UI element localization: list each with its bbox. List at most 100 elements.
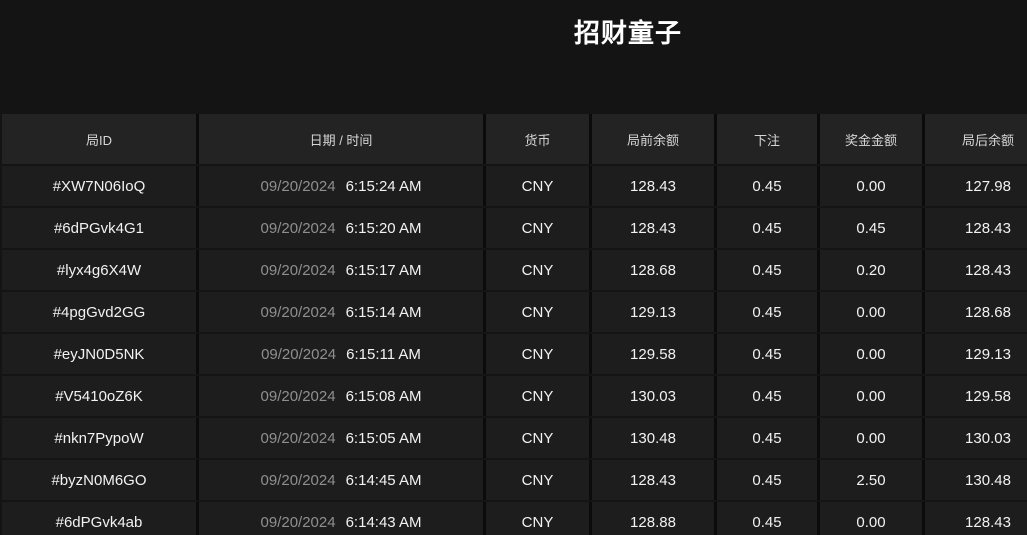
currency-cell: CNY <box>486 502 589 535</box>
column-header-bet: 下注 <box>717 114 817 164</box>
currency-cell: CNY <box>486 418 589 458</box>
balance-before-cell: 129.58 <box>592 334 714 374</box>
date-text: 09/20/2024 <box>260 219 336 237</box>
balance-after-cell: 128.43 <box>925 250 1027 290</box>
table-row[interactable]: #nkn7PypoW 09/20/2024 6:15:05 AM CNY 130… <box>2 418 1027 458</box>
prize-cell: 2.50 <box>820 460 922 500</box>
time-text: 6:15:08 AM <box>345 387 422 405</box>
date-text: 09/20/2024 <box>260 303 336 321</box>
table-row[interactable]: #6dPGvk4ab 09/20/2024 6:14:43 AM CNY 128… <box>2 502 1027 535</box>
round-id-cell: #nkn7PypoW <box>2 418 196 458</box>
prize-cell: 0.00 <box>820 502 922 535</box>
page-title: 招财童子 <box>573 18 683 48</box>
currency-cell: CNY <box>486 334 589 374</box>
prize-cell: 0.00 <box>820 376 922 416</box>
round-id-cell: #6dPGvk4G1 <box>2 208 196 248</box>
time-text: 6:15:11 AM <box>346 345 421 363</box>
datetime-cell: 09/20/2024 6:15:08 AM <box>199 376 483 416</box>
round-id-cell: #byzN0M6GO <box>2 460 196 500</box>
currency-cell: CNY <box>486 250 589 290</box>
bet-cell: 0.45 <box>717 292 817 332</box>
datetime-cell: 09/20/2024 6:15:17 AM <box>199 250 483 290</box>
currency-cell: CNY <box>486 208 589 248</box>
column-header-round-id: 局ID <box>2 114 196 164</box>
datetime-cell: 09/20/2024 6:15:24 AM <box>199 166 483 206</box>
balance-after-cell: 129.13 <box>925 334 1027 374</box>
balance-after-cell: 128.43 <box>925 208 1027 248</box>
currency-cell: CNY <box>486 292 589 332</box>
time-text: 6:15:05 AM <box>345 429 422 447</box>
round-id-cell: #lyx4g6X4W <box>2 250 196 290</box>
round-id-cell: #4pgGvd2GG <box>2 292 196 332</box>
prize-cell: 0.00 <box>820 334 922 374</box>
balance-after-cell: 127.98 <box>925 166 1027 206</box>
bet-cell: 0.45 <box>717 334 817 374</box>
bet-cell: 0.45 <box>717 502 817 535</box>
bet-cell: 0.45 <box>717 418 817 458</box>
column-header-currency: 货币 <box>486 114 589 164</box>
currency-cell: CNY <box>486 460 589 500</box>
table-row[interactable]: #6dPGvk4G1 09/20/2024 6:15:20 AM CNY 128… <box>2 208 1027 248</box>
date-text: 09/20/2024 <box>260 261 336 279</box>
table-row[interactable]: #eyJN0D5NK 09/20/2024 6:15:11 AM CNY 129… <box>2 334 1027 374</box>
datetime-cell: 09/20/2024 6:15:20 AM <box>199 208 483 248</box>
column-header-datetime: 日期 / 时间 <box>199 114 483 164</box>
bet-cell: 0.45 <box>717 460 817 500</box>
balance-before-cell: 128.43 <box>592 208 714 248</box>
bet-cell: 0.45 <box>717 166 817 206</box>
game-history-table: 局ID 日期 / 时间 货币 局前余额 下注 奖金金额 局后余额 #XW7N06… <box>2 114 1027 535</box>
column-header-prize: 奖金金额 <box>820 114 922 164</box>
balance-before-cell: 128.88 <box>592 502 714 535</box>
balance-before-cell: 128.68 <box>592 250 714 290</box>
date-text: 09/20/2024 <box>260 471 336 489</box>
round-id-cell: #eyJN0D5NK <box>2 334 196 374</box>
table-header-row: 局ID 日期 / 时间 货币 局前余额 下注 奖金金额 局后余额 <box>2 114 1027 164</box>
table-row[interactable]: #V5410oZ6K 09/20/2024 6:15:08 AM CNY 130… <box>2 376 1027 416</box>
currency-cell: CNY <box>486 166 589 206</box>
table-row[interactable]: #byzN0M6GO 09/20/2024 6:14:45 AM CNY 128… <box>2 460 1027 500</box>
round-id-cell: #XW7N06IoQ <box>2 166 196 206</box>
currency-cell: CNY <box>486 376 589 416</box>
column-header-balance-after: 局后余额 <box>925 114 1027 164</box>
column-header-balance-before: 局前余额 <box>592 114 714 164</box>
table-row[interactable]: #lyx4g6X4W 09/20/2024 6:15:17 AM CNY 128… <box>2 250 1027 290</box>
date-text: 09/20/2024 <box>260 429 336 447</box>
balance-before-cell: 128.43 <box>592 166 714 206</box>
table-row[interactable]: #4pgGvd2GG 09/20/2024 6:15:14 AM CNY 129… <box>2 292 1027 332</box>
date-text: 09/20/2024 <box>261 345 337 363</box>
balance-after-cell: 130.48 <box>925 460 1027 500</box>
time-text: 6:15:20 AM <box>345 219 422 237</box>
time-text: 6:15:14 AM <box>345 303 422 321</box>
round-id-cell: #V5410oZ6K <box>2 376 196 416</box>
prize-cell: 0.00 <box>820 292 922 332</box>
datetime-cell: 09/20/2024 6:15:05 AM <box>199 418 483 458</box>
prize-cell: 0.45 <box>820 208 922 248</box>
datetime-cell: 09/20/2024 6:14:45 AM <box>199 460 483 500</box>
time-text: 6:15:17 AM <box>345 261 422 279</box>
prize-cell: 0.20 <box>820 250 922 290</box>
balance-after-cell: 129.58 <box>925 376 1027 416</box>
time-text: 6:14:45 AM <box>345 471 422 489</box>
date-text: 09/20/2024 <box>260 387 336 405</box>
bet-cell: 0.45 <box>717 376 817 416</box>
balance-before-cell: 128.43 <box>592 460 714 500</box>
round-id-cell: #6dPGvk4ab <box>2 502 196 535</box>
prize-cell: 0.00 <box>820 166 922 206</box>
balance-before-cell: 130.03 <box>592 376 714 416</box>
datetime-cell: 09/20/2024 6:14:43 AM <box>199 502 483 535</box>
balance-before-cell: 129.13 <box>592 292 714 332</box>
prize-cell: 0.00 <box>820 418 922 458</box>
balance-after-cell: 130.03 <box>925 418 1027 458</box>
balance-after-cell: 128.68 <box>925 292 1027 332</box>
table-body: #XW7N06IoQ 09/20/2024 6:15:24 AM CNY 128… <box>2 166 1027 535</box>
datetime-cell: 09/20/2024 6:15:11 AM <box>199 334 483 374</box>
time-text: 6:15:24 AM <box>345 177 422 195</box>
time-text: 6:14:43 AM <box>345 513 422 531</box>
table-row[interactable]: #XW7N06IoQ 09/20/2024 6:15:24 AM CNY 128… <box>2 166 1027 206</box>
bet-cell: 0.45 <box>717 208 817 248</box>
date-text: 09/20/2024 <box>260 177 336 195</box>
balance-after-cell: 128.43 <box>925 502 1027 535</box>
datetime-cell: 09/20/2024 6:15:14 AM <box>199 292 483 332</box>
bet-cell: 0.45 <box>717 250 817 290</box>
